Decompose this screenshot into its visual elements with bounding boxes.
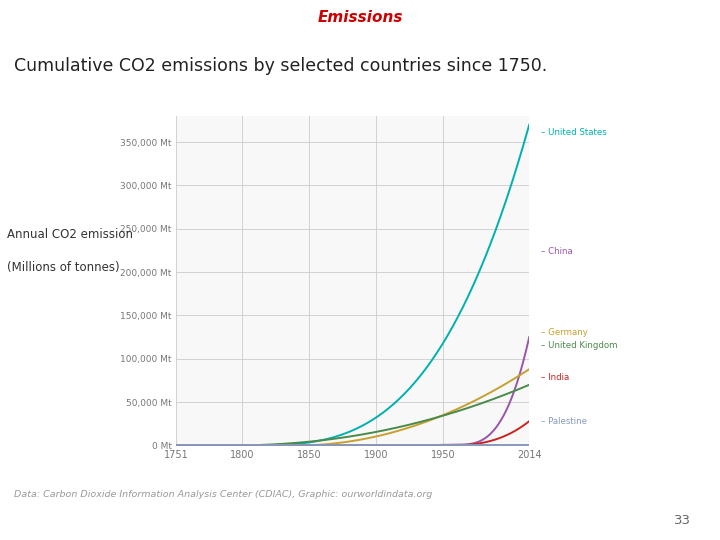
Text: – United Kingdom: – United Kingdom [541,341,618,350]
Text: Cumulative CO2 emissions by selected countries since 1750.: Cumulative CO2 emissions by selected cou… [14,57,548,75]
Text: – India: – India [541,374,570,382]
Text: Emissions: Emissions [318,10,402,25]
Text: – United States: – United States [541,128,607,137]
Text: 33: 33 [674,514,691,526]
Text: Annual CO2 emission: Annual CO2 emission [7,228,133,241]
Text: (Millions of tonnes): (Millions of tonnes) [7,261,120,274]
Text: – China: – China [541,247,573,255]
Text: Data: Carbon Dioxide Information Analysis Center (CDIAC), Graphic: ourworldindat: Data: Carbon Dioxide Information Analysi… [14,490,433,500]
Text: – Palestine: – Palestine [541,417,588,426]
Text: – Germany: – Germany [541,328,588,336]
